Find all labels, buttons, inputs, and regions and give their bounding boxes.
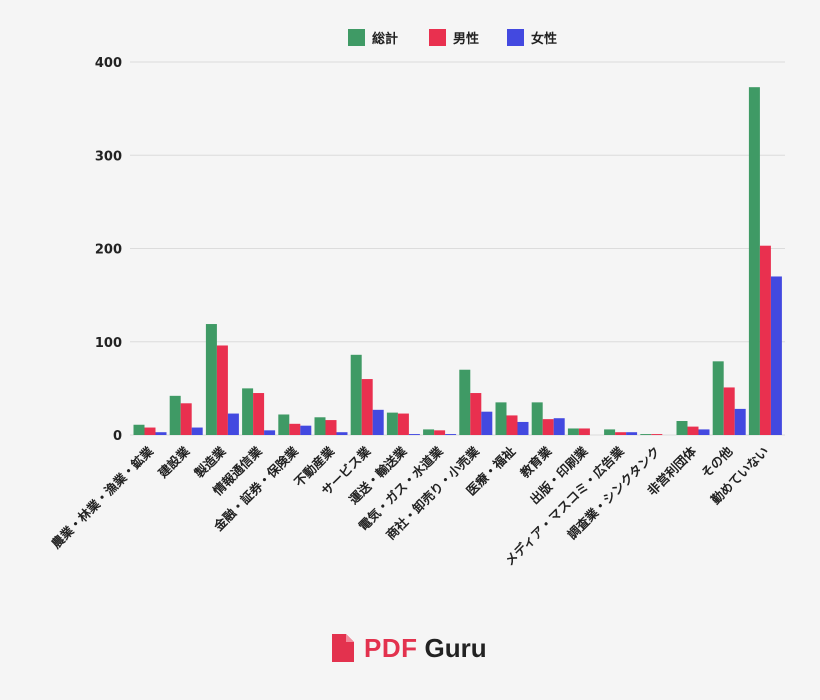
bar [567, 428, 579, 435]
bar [553, 418, 565, 435]
legend-swatch [507, 29, 524, 46]
bar [723, 387, 735, 435]
bar [216, 345, 228, 435]
bar [459, 369, 471, 435]
y-tick-label: 300 [95, 149, 122, 164]
bar [759, 245, 771, 435]
bar [542, 419, 554, 435]
bar [734, 408, 746, 435]
legend-swatch [348, 29, 365, 46]
bar [517, 421, 529, 435]
bar [253, 393, 265, 435]
bar [470, 393, 482, 435]
bar [397, 413, 409, 435]
bar [300, 425, 312, 435]
x-axis-labels: 農業・林業・漁業・鉱業 建設業 製造業情報通信業金融・証券・保険業不動産業サービス業… [48, 443, 771, 568]
bar [434, 430, 446, 435]
bar [445, 434, 457, 435]
bar [640, 434, 652, 435]
bar [361, 379, 373, 435]
bar [180, 403, 192, 435]
y-axis-ticks: 0 100 200 300 400 [95, 56, 122, 444]
bar [372, 409, 384, 435]
pdf-guru-logo: PDF Guru [332, 633, 487, 663]
bar [133, 424, 145, 435]
bar [495, 402, 507, 435]
document-icon [332, 634, 354, 662]
bar [506, 415, 518, 435]
x-tick-label: 農業・林業・漁業・鉱業 [48, 443, 156, 551]
legend-label: 女性 [531, 31, 557, 47]
bar [770, 276, 782, 435]
logo-pdf-text: PDF [364, 632, 418, 663]
bar [264, 430, 276, 435]
bar [386, 412, 398, 435]
bars [133, 87, 782, 436]
bar [314, 417, 326, 435]
bar [205, 324, 217, 435]
bar [336, 432, 348, 435]
bar [155, 432, 167, 435]
bar [531, 402, 543, 435]
bar [712, 361, 724, 435]
bar [408, 434, 420, 435]
bar [676, 421, 688, 435]
bar [242, 388, 254, 435]
bar [350, 354, 362, 435]
bar [687, 426, 699, 435]
bar [289, 423, 301, 435]
bar [278, 414, 290, 435]
bar [626, 432, 638, 435]
bar [698, 429, 710, 435]
y-tick-label: 100 [95, 336, 122, 351]
bar [578, 428, 590, 435]
legend-swatch [429, 29, 446, 46]
bar [423, 429, 435, 435]
legend-label: 男性 [453, 31, 479, 47]
y-tick-label: 0 [113, 429, 122, 444]
y-tick-label: 200 [95, 243, 122, 258]
y-tick-label: 400 [95, 56, 122, 71]
bar [748, 87, 760, 436]
gridlines [130, 61, 785, 436]
bar [191, 427, 203, 435]
x-tick-label: 建設業 [155, 443, 192, 480]
bar [144, 427, 156, 435]
bar [604, 429, 616, 435]
bar [651, 434, 663, 435]
bar [325, 420, 337, 435]
bar [481, 411, 493, 435]
legend: 総計 男性 女性 [348, 29, 557, 47]
logo-guru-text: Guru [424, 632, 487, 663]
legend-label: 総計 [372, 31, 398, 47]
bar [227, 413, 239, 435]
bar [169, 395, 181, 435]
bar [615, 432, 627, 435]
